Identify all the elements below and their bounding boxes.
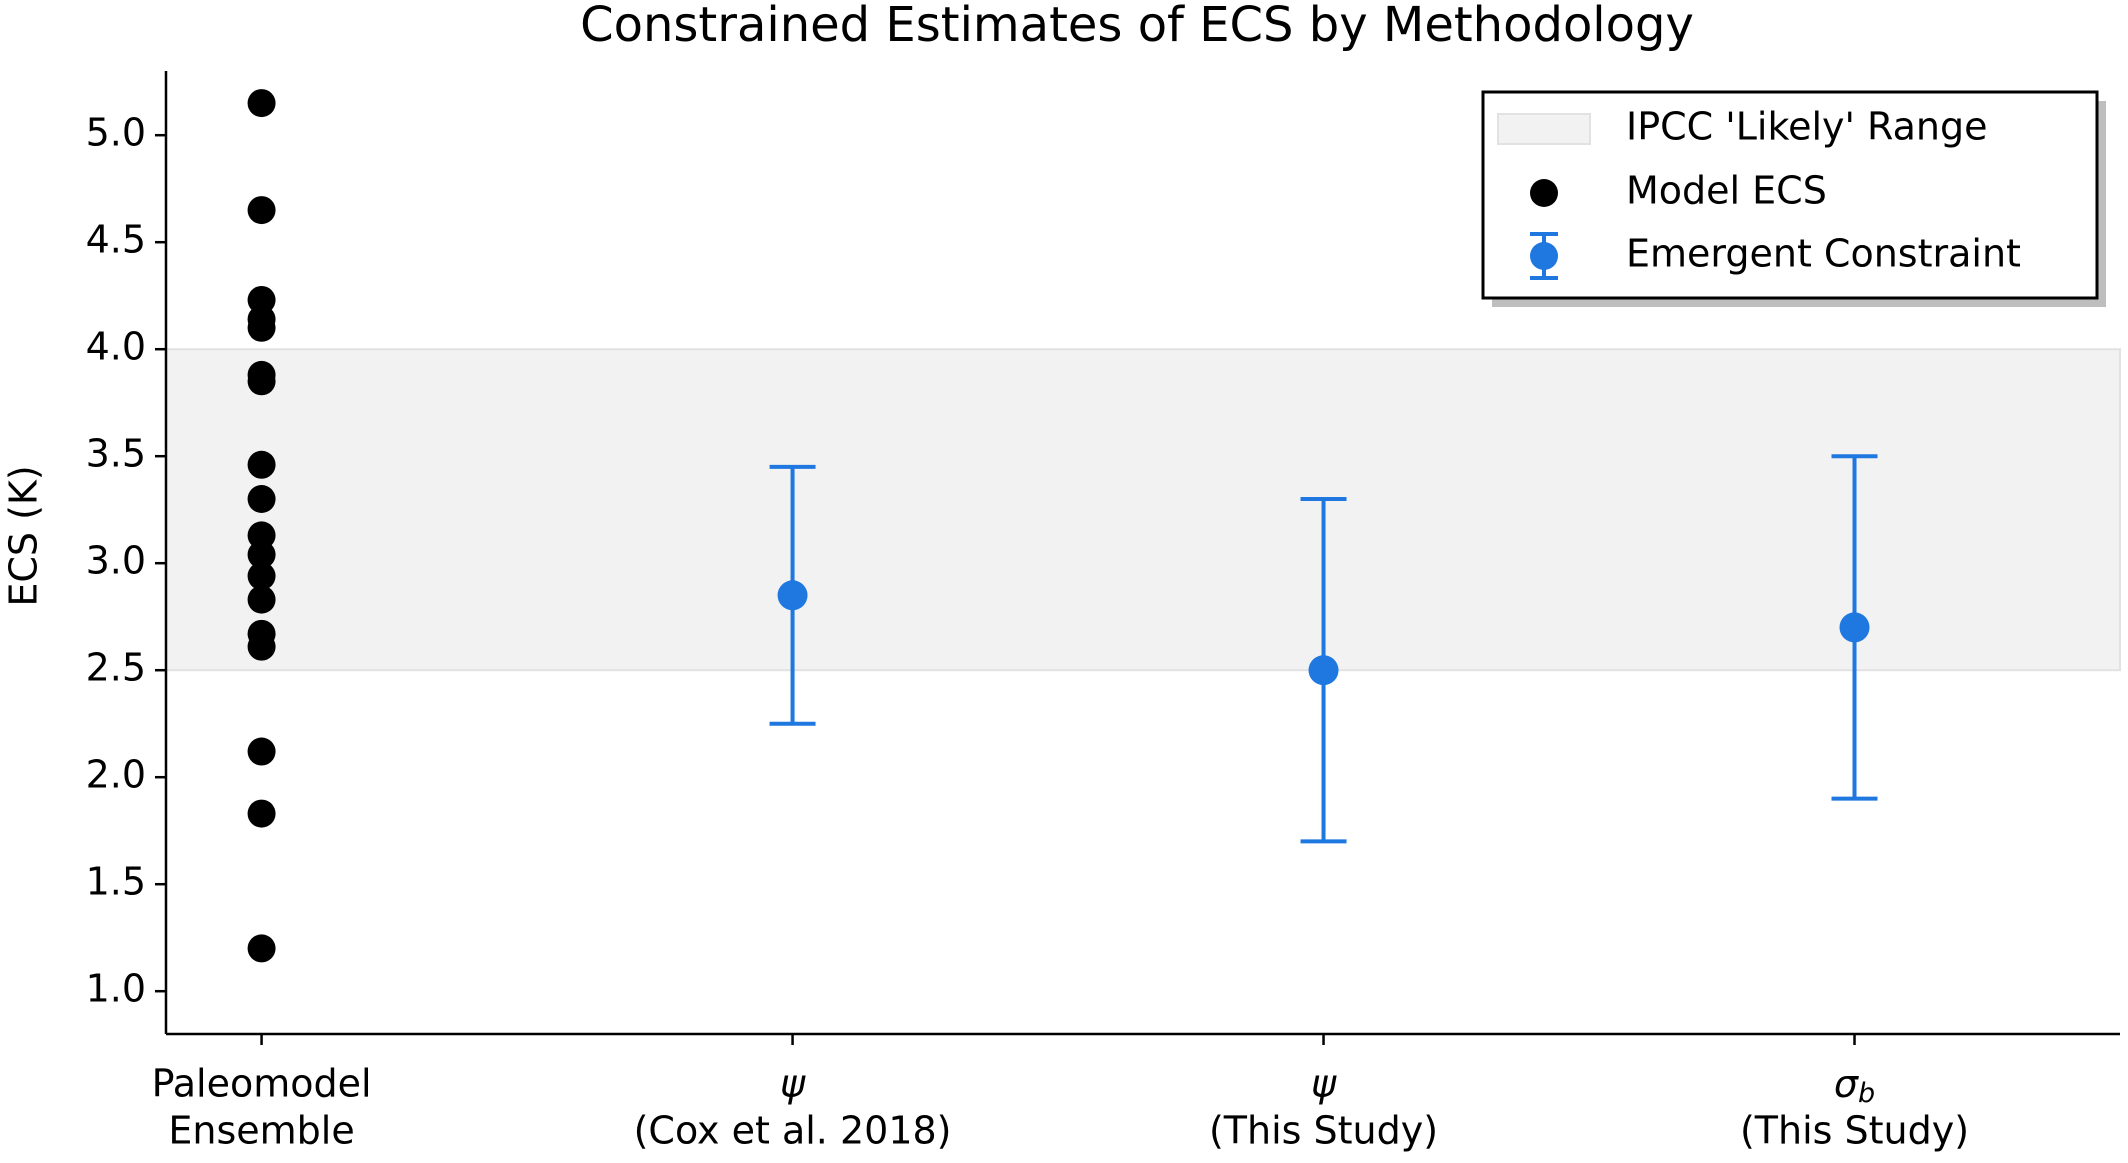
model-point [247,89,276,118]
model-point [247,521,276,550]
y-tick-label: 4.0 [86,325,146,369]
y-tick-label: 3.5 [86,432,146,476]
x-tick-label: (Cox et al. 2018) [634,1109,952,1153]
model-point [247,540,276,569]
y-tick-label: 4.5 [86,218,146,262]
model-point [247,934,276,963]
legend-marker [1530,242,1558,270]
y-tick-label: 1.0 [86,967,146,1011]
y-tick-label: 1.5 [86,860,146,904]
model-point [247,632,276,661]
model-point [247,313,276,342]
model-point [247,799,276,828]
model-point [247,585,276,614]
model-point [247,737,276,766]
y-tick-label: 3.0 [86,539,146,583]
model-point [247,196,276,225]
x-tick-label: σb [1834,1062,1875,1109]
x-tick-label: ψ [780,1062,806,1106]
model-point [247,285,276,314]
y-tick-label: 5.0 [86,111,146,155]
y-tick-label: 2.0 [86,753,146,797]
model-point [247,485,276,513]
x-tick-label: Ensemble [168,1109,354,1153]
y-tick-label: 2.5 [86,646,146,690]
likely-range-band [165,348,2121,672]
model-point [247,450,276,479]
y-axis-label: ECS (K) [2,465,46,606]
x-tick-label: (This Study) [1209,1109,1438,1153]
x-tick-symbol: σ [1834,1062,1860,1106]
legend-label: IPCC 'Likely' Range [1626,105,1987,149]
x-tick-subscript: b [1858,1078,1875,1109]
constraint-point [1839,612,1870,643]
x-tick-label: Paleomodel [152,1062,372,1106]
constraint-point [1308,655,1339,686]
legend-label: Emergent Constraint [1626,232,2021,276]
x-tick-label: ψ [1311,1062,1337,1106]
legend-label: Model ECS [1626,169,1827,213]
chart-title: Constrained Estimates of ECS by Methodol… [580,0,1694,53]
model-point [247,562,276,591]
x-tick-label: (This Study) [1740,1109,1969,1153]
legend-band-swatch [1497,113,1591,145]
legend-marker [1530,179,1558,207]
constraint-point [777,580,808,611]
model-point [247,367,276,396]
